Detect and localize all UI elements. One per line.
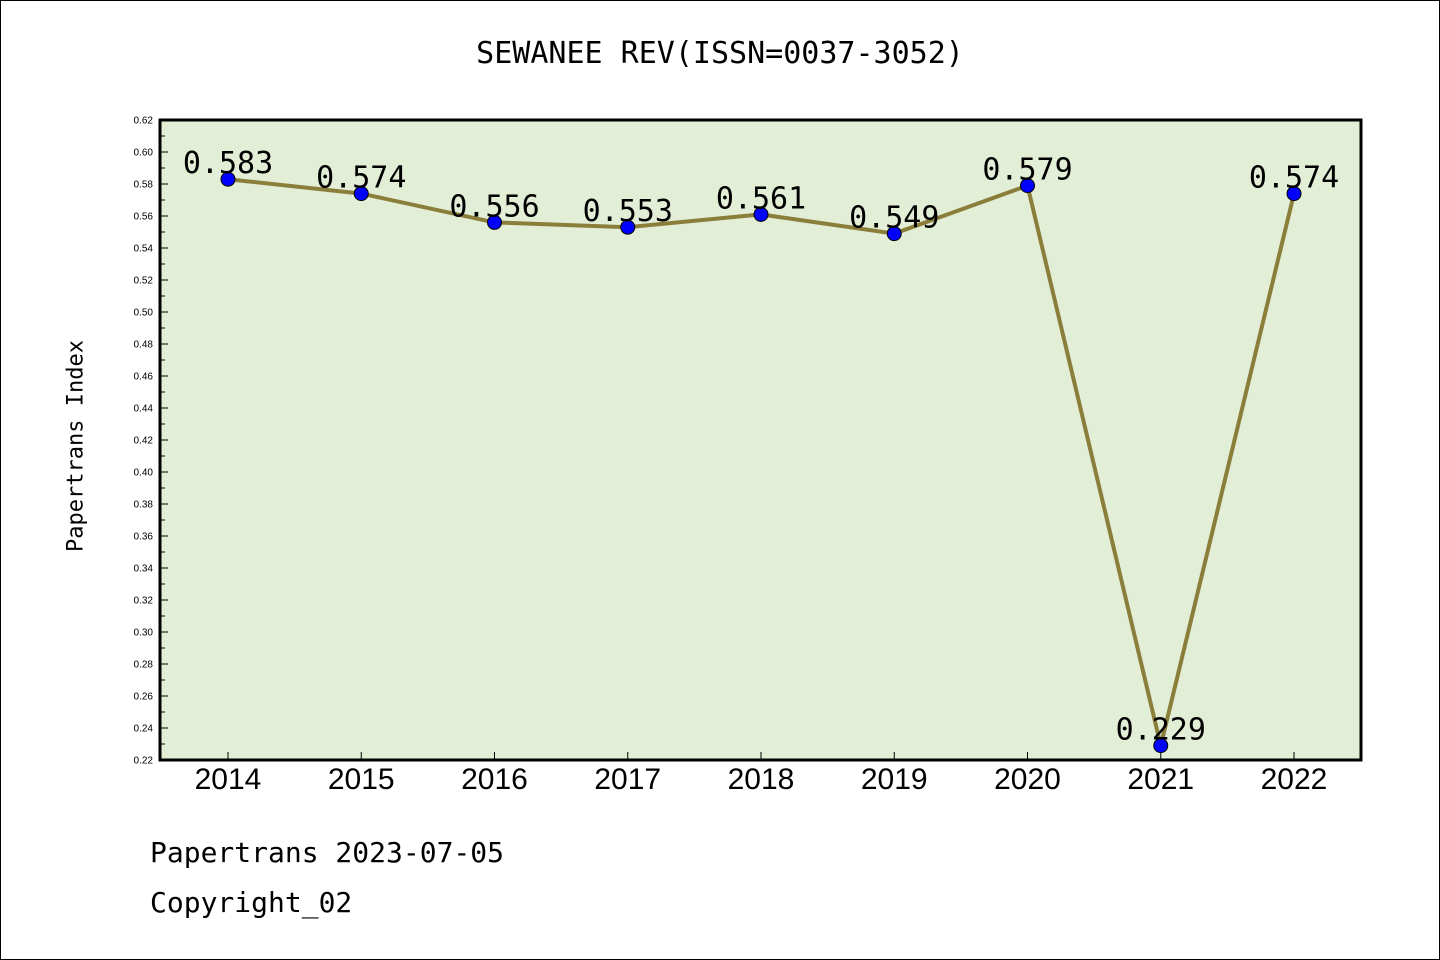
x-tick-label: 2019 (861, 763, 928, 796)
data-point-2020 (1020, 178, 1035, 194)
y-tick-label: 0.36 (134, 532, 154, 543)
data-point-2016 (487, 214, 502, 230)
y-tick-label: 0.28 (134, 660, 154, 671)
data-label-2020: 0.579 (982, 153, 1072, 188)
data-label-2021: 0.229 (1116, 713, 1206, 748)
y-tick-label: 0.62 (134, 116, 154, 127)
y-tick-label: 0.30 (134, 628, 154, 639)
y-tick-label: 0.38 (134, 500, 154, 511)
y-tick-label: 0.60 (134, 148, 154, 159)
x-tick-label: 2021 (1127, 763, 1194, 796)
y-tick-label: 0.56 (134, 212, 154, 223)
data-label-2019: 0.549 (849, 201, 939, 236)
y-tick-label: 0.50 (134, 308, 154, 319)
y-tick-label: 0.26 (134, 692, 154, 703)
y-tick-label: 0.58 (134, 180, 154, 191)
data-point-2019 (886, 226, 902, 242)
data-label-2015: 0.574 (316, 161, 406, 196)
x-tick-label: 2022 (1261, 763, 1328, 796)
data-points (220, 171, 1302, 754)
x-tick-label: 2017 (594, 763, 661, 796)
y-tick-label: 0.24 (134, 724, 154, 735)
y-tick-label: 0.40 (134, 468, 154, 479)
plot-area (158, 118, 1363, 762)
data-label-2014: 0.583 (183, 146, 273, 181)
y-tick-label: 0.44 (134, 404, 154, 415)
x-tick-label: 2020 (994, 763, 1061, 796)
y-tick-label: 0.32 (134, 596, 154, 607)
x-tick-label: 2016 (461, 763, 528, 796)
data-label-2022: 0.574 (1249, 161, 1339, 196)
y-tick-label: 0.48 (134, 340, 154, 351)
footer-copyright: Copyright_02 (150, 886, 353, 919)
x-tick-label: 2018 (728, 763, 795, 796)
data-point-2015 (353, 186, 369, 202)
data-label-2017: 0.553 (583, 194, 673, 229)
data-point-2021 (1153, 738, 1169, 754)
x-tick-label: 2014 (195, 763, 262, 796)
data-point-2018 (753, 206, 769, 222)
y-tick-label: 0.34 (134, 564, 154, 575)
y-tick-label: 0.54 (134, 244, 154, 255)
data-labels: 0.583 0.574 0.556 0.553 0.561 0.549 0.579 0.229… (183, 146, 1339, 747)
y-tick-label: 0.42 (134, 436, 154, 447)
data-point-2022 (1286, 186, 1302, 202)
data-label-2016: 0.556 (449, 189, 539, 224)
x-axis-ticks: 2014 2015 2016 2017 2018 2019 2020 2021 2022 (195, 752, 1328, 796)
data-label-2018: 0.561 (716, 181, 806, 216)
data-point-2017 (620, 219, 636, 235)
y-tick-label: 0.46 (134, 372, 154, 383)
chart-title: SEWANEE REV(ISSN=0037-3052) (476, 36, 964, 71)
x-tick-label: 2015 (328, 763, 395, 796)
y-axis-ticks: 0.22 0.24 0.26 0.28 0.30 0.32 0.34 0.36 0.38 0.40… (134, 116, 168, 767)
footer-date: Papertrans 2023-07-05 (150, 836, 505, 869)
y-tick-label: 0.52 (134, 276, 154, 287)
y-tick-label: 0.22 (134, 756, 154, 767)
data-point-2014 (220, 171, 236, 187)
